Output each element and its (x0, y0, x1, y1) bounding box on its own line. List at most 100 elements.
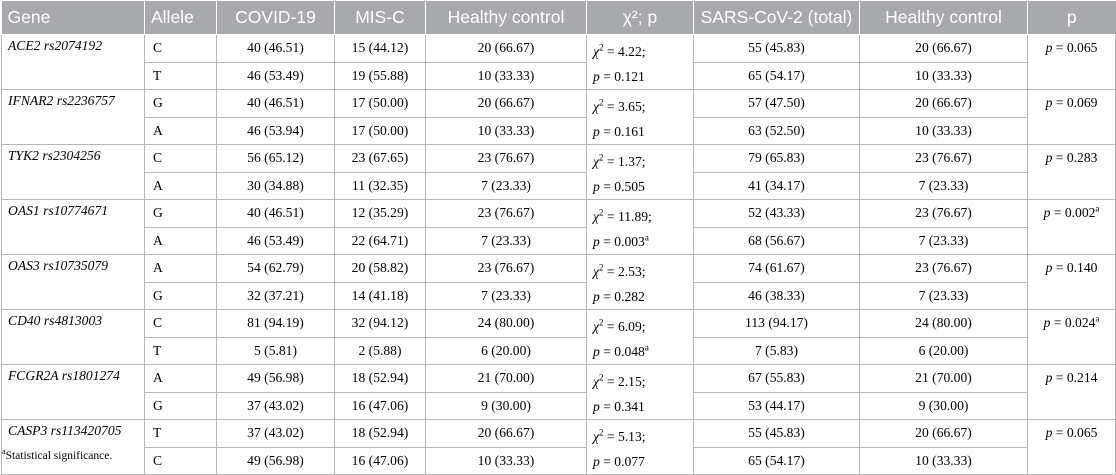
chi-square-cell: χ2 = 1.37; p = 0.505 (586, 144, 694, 200)
covid19-cell: 54 (62.79) (216, 254, 335, 283)
header-allele: Allele (144, 1, 217, 35)
chi-p-line: p = 0.121 (593, 69, 645, 84)
chi-square-line: χ2 = 1.37; (593, 152, 646, 169)
healthy-control-total-cell: 20 (66.67) (859, 419, 1028, 448)
gene-cell: FCGR2A rs1801274 (1, 364, 145, 420)
header-covid19: COVID-19 (216, 1, 335, 35)
misc-cell: 17 (50.00) (334, 89, 426, 118)
covid19-cell: 40 (46.51) (216, 89, 335, 118)
healthy-control-total-cell: 20 (66.67) (859, 89, 1028, 118)
p-symbol: p (593, 399, 600, 414)
p-value: 0.065 (1066, 40, 1098, 55)
p-symbol: p (593, 454, 600, 469)
allele-cell: C (144, 446, 217, 475)
sars-cov2-total-cell: 68 (56.67) (693, 226, 860, 255)
p-value-cell: p = 0.214 (1027, 364, 1116, 420)
healthy-control-cell: 10 (33.33) (425, 61, 587, 90)
allele-cell: T (144, 336, 217, 365)
covid19-cell: 56 (65.12) (216, 144, 335, 173)
chi-symbol: χ (593, 44, 599, 59)
sars-cov2-total-cell: 52 (43.33) (693, 199, 860, 228)
allele-cell: T (144, 61, 217, 90)
gene-cell: OAS3 rs10735079 (1, 254, 145, 310)
healthy-control-total-cell: 7 (23.33) (859, 226, 1028, 255)
covid19-cell: 37 (43.02) (216, 419, 335, 448)
chi-symbol: χ (593, 319, 599, 334)
table-row: G 37 (43.02) 16 (47.06) 9 (30.00) 53 (44.17)… (2, 391, 1116, 420)
misc-cell: 20 (58.82) (334, 254, 426, 283)
sars-cov2-total-cell: 46 (38.33) (693, 281, 860, 310)
p-value-cell: p = 0.283 (1027, 144, 1116, 200)
misc-cell: 22 (64.71) (334, 226, 426, 255)
misc-cell: 18 (52.94) (334, 419, 426, 448)
misc-cell: 23 (67.65) (334, 144, 426, 173)
chi-symbol: χ (593, 99, 599, 114)
healthy-control-total-cell: 7 (23.33) (859, 171, 1028, 200)
table-row: FCGR2A rs1801274 A 49 (56.98) 18 (52.94) 21 … (1, 364, 1116, 420)
allele-cell: G (144, 391, 217, 420)
sars-cov2-total-cell: 113 (94.17) (693, 309, 860, 338)
healthy-control-total-cell: 24 (80.00) (859, 309, 1028, 338)
p-value: 0.214 (1066, 370, 1098, 385)
misc-cell: 2 (5.88) (334, 336, 426, 365)
p-symbol: p (1043, 315, 1051, 330)
chi-square-value: 1.37; (617, 154, 646, 169)
healthy-control-cell: 23 (76.67) (425, 199, 587, 228)
chi-exponent: 2 (598, 262, 604, 273)
healthy-control-cell: 21 (70.00) (425, 364, 587, 393)
chi-square-cell: χ2 = 3.65; p = 0.161 (586, 89, 694, 145)
healthy-control-cell: 7 (23.33) (425, 171, 587, 200)
healthy-control-cell: 7 (23.33) (425, 226, 587, 255)
chi-exponent: 2 (598, 97, 604, 108)
covid19-cell: 32 (37.21) (216, 281, 335, 310)
misc-cell: 15 (44.12) (334, 34, 426, 63)
allele-cell: C (144, 309, 217, 338)
significance-marker: a (1095, 313, 1100, 324)
sars-cov2-total-cell: 7 (5.83) (693, 336, 860, 365)
chi-p-line: p = 0.161 (593, 124, 645, 139)
chi-p-line: p = 0.077 (593, 454, 645, 469)
p-value-cell: p = 0.065 (1027, 419, 1116, 475)
chi-square-cell: χ2 = 11.89; p = 0.003a (586, 199, 694, 255)
chi-p-line: p = 0.048a (593, 342, 649, 359)
header-healthy-control: Healthy control (425, 1, 587, 35)
allele-cell: C (144, 34, 217, 63)
table-body: ACE2 rs2074192 C 40 (46.51) 15 (44.12) 20 (6… (1, 34, 1116, 475)
chi-square-cell: χ2 = 5.13; p = 0.077 (586, 419, 694, 475)
chi-symbol: χ (593, 154, 599, 169)
chi-exponent: 2 (598, 42, 604, 53)
healthy-control-cell: 9 (30.00) (425, 391, 587, 420)
gene-cell: TYK2 rs2304256 (1, 144, 145, 200)
header-gene: Gene (1, 1, 145, 35)
p-symbol: p (1043, 205, 1051, 220)
sars-cov2-total-cell: 55 (45.83) (693, 419, 860, 448)
healthy-control-cell: 10 (33.33) (425, 116, 587, 145)
covid19-cell: 46 (53.49) (216, 226, 335, 255)
healthy-control-cell: 6 (20.00) (425, 336, 587, 365)
gene-cell: ACE2 rs2074192 (1, 34, 145, 90)
covid19-cell: 30 (34.88) (216, 171, 335, 200)
healthy-control-total-cell: 6 (20.00) (859, 336, 1028, 365)
p-value: 0.024 (1064, 315, 1096, 330)
gene-cell: IFNAR2 rs2236757 (1, 89, 145, 145)
covid19-cell: 49 (56.98) (216, 446, 335, 475)
healthy-control-total-cell: 7 (23.33) (859, 281, 1028, 310)
chi-p-value: 0.003 (614, 234, 645, 249)
p-symbol: p (1045, 425, 1053, 440)
p-symbol: p (593, 69, 600, 84)
chi-square-cell: χ2 = 2.53; p = 0.282 (586, 254, 694, 310)
header-misc: MIS-C (334, 1, 426, 35)
covid19-cell: 81 (94.19) (216, 309, 335, 338)
p-symbol: p (593, 124, 600, 139)
allele-cell: A (144, 364, 217, 393)
footnote-marker: a (2, 447, 6, 457)
healthy-control-cell: 20 (66.67) (425, 419, 587, 448)
allele-cell: C (144, 144, 217, 173)
healthy-control-total-cell: 9 (30.00) (859, 391, 1028, 420)
misc-cell: 14 (41.18) (334, 281, 426, 310)
table-row: CASP3 rs113420705 T 37 (43.02) 18 (52.94) 20… (1, 419, 1116, 475)
p-value-cell: p = 0.140 (1027, 254, 1116, 310)
misc-cell: 17 (50.00) (334, 116, 426, 145)
chi-square-value: 2.15; (617, 374, 646, 389)
p-symbol: p (593, 234, 600, 249)
